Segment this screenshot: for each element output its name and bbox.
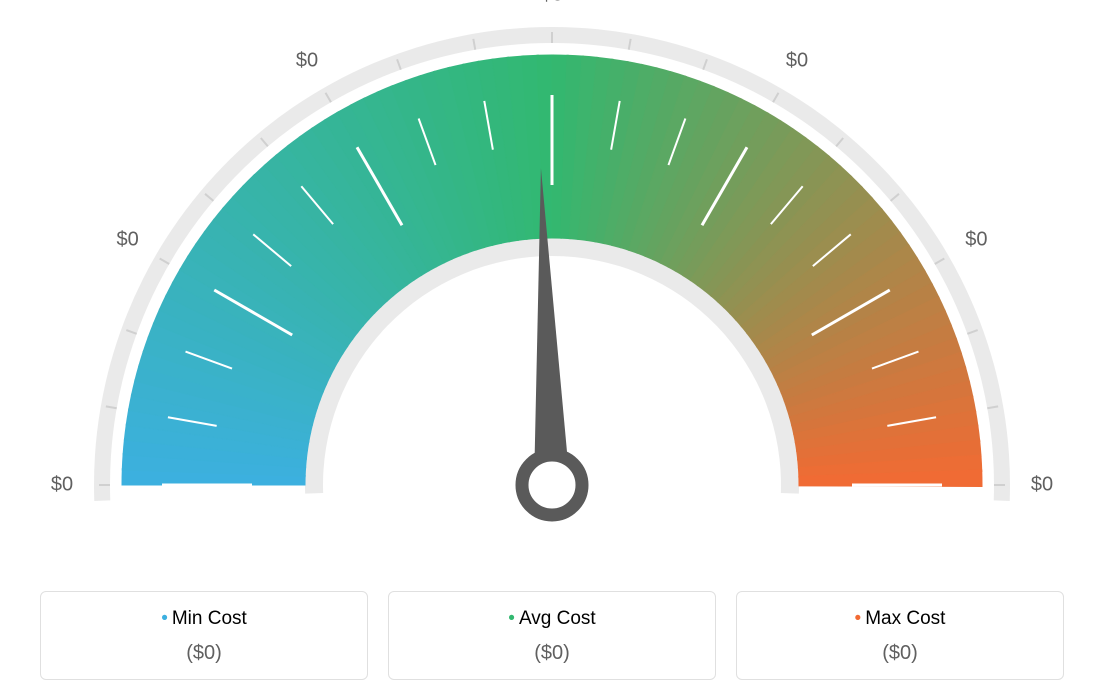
gauge-tick-label: $0 (965, 229, 987, 252)
legend-value-min: ($0) (51, 642, 357, 665)
legend-title-avg: •Avg Cost (399, 608, 705, 630)
legend-title-min: •Min Cost (51, 608, 357, 630)
dot-icon: • (855, 608, 862, 629)
gauge-tick-label: $0 (786, 49, 808, 72)
gauge-chart: $0 $0 $0 $0 $0 $0 $0 (0, 0, 1104, 545)
gauge-tick-label: $0 (1031, 474, 1053, 497)
dot-icon: • (508, 608, 515, 629)
legend-value-max: ($0) (747, 642, 1053, 665)
gauge-svg (0, 0, 1104, 545)
gauge-tick-label: $0 (117, 229, 139, 252)
legend-card-max: •Max Cost ($0) (736, 591, 1064, 680)
legend-title-max: •Max Cost (747, 608, 1053, 630)
gauge-tick-label: $0 (296, 49, 318, 72)
gauge-tick-label: $0 (51, 474, 73, 497)
legend-value-avg: ($0) (399, 642, 705, 665)
legend-card-avg: •Avg Cost ($0) (388, 591, 716, 680)
legend-label-max: Max Cost (865, 608, 945, 629)
legend-row: •Min Cost ($0) •Avg Cost ($0) •Max Cost … (0, 591, 1104, 680)
legend-card-min: •Min Cost ($0) (40, 591, 368, 680)
legend-label-avg: Avg Cost (519, 608, 596, 629)
legend-label-min: Min Cost (172, 608, 247, 629)
gauge-tick-label: $0 (541, 0, 563, 7)
dot-icon: • (161, 608, 168, 629)
